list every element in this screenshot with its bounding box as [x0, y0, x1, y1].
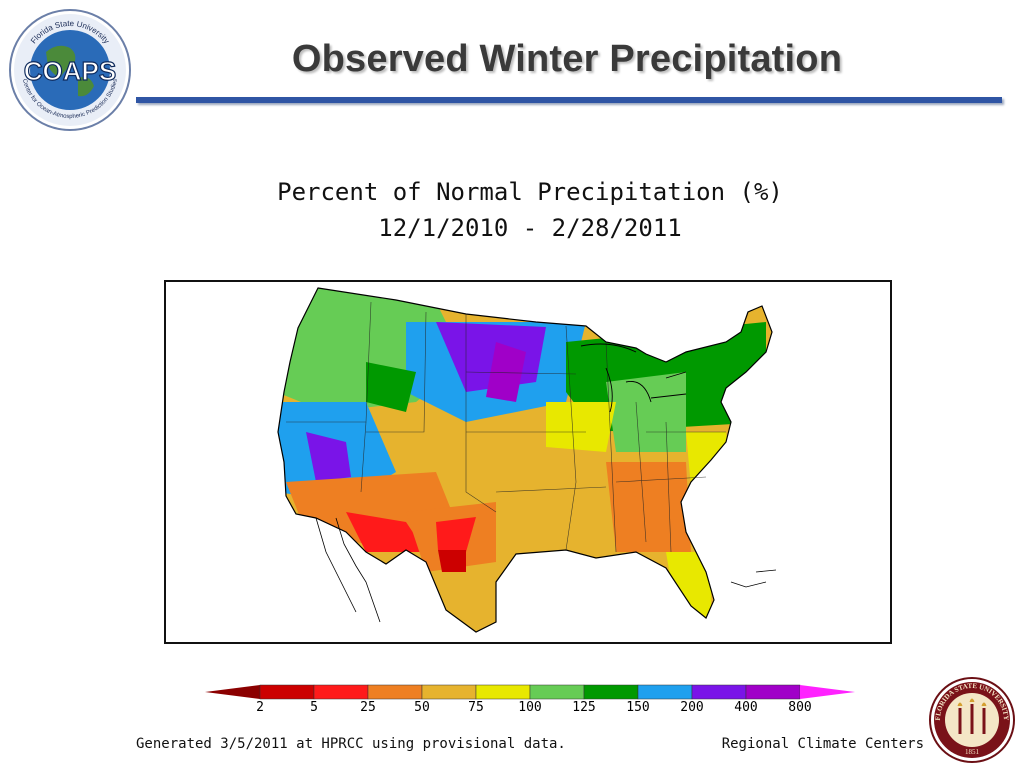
map-frame	[164, 280, 892, 644]
legend-swatch	[583, 684, 639, 700]
logo-text: COAPS	[24, 56, 116, 86]
legend-label: 800	[788, 700, 812, 715]
legend-swatch	[691, 684, 747, 700]
legend-label: 25	[360, 700, 376, 715]
slide-title: Observed Winter Precipitation	[291, 38, 843, 80]
legend-swatch-high	[800, 685, 855, 699]
source-label: Regional Climate Centers	[721, 736, 924, 752]
legend-label: 2	[256, 700, 264, 715]
color-legend	[205, 684, 855, 700]
legend-swatch	[637, 684, 693, 700]
title-divider	[136, 97, 1002, 103]
legend-label: 400	[734, 700, 758, 715]
map-title: Percent of Normal Precipitation (%)	[277, 178, 783, 206]
generated-note: Generated 3/5/2011 at HPRCC using provis…	[136, 736, 566, 752]
legend-swatch	[259, 684, 315, 700]
legend-label: 100	[518, 700, 542, 715]
legend-label: 125	[572, 700, 596, 715]
fsu-seal: FLORIDA STATE UNIVERSITY 1851	[929, 677, 1015, 763]
legend-label: 150	[626, 700, 650, 715]
precipitation-map	[277, 287, 777, 633]
legend-label: 5	[310, 700, 318, 715]
legend-swatch	[745, 684, 801, 700]
legend-label: 75	[468, 700, 484, 715]
legend-label: 50	[414, 700, 430, 715]
legend-swatch	[421, 684, 477, 700]
legend-swatch	[529, 684, 585, 700]
map-date-range: 12/1/2010 - 2/28/2011	[378, 214, 682, 242]
legend-labels: 2 5 25 50 75 100 125 150 200 400 800	[205, 700, 855, 720]
legend-swatch	[313, 684, 369, 700]
seal-year: 1851	[965, 748, 980, 756]
legend-swatch	[475, 684, 531, 700]
legend-swatch-low	[205, 685, 260, 699]
legend-label: 200	[680, 700, 704, 715]
coaps-logo: COAPS Florida State University Center fo…	[9, 9, 131, 131]
legend-swatch	[367, 684, 423, 700]
